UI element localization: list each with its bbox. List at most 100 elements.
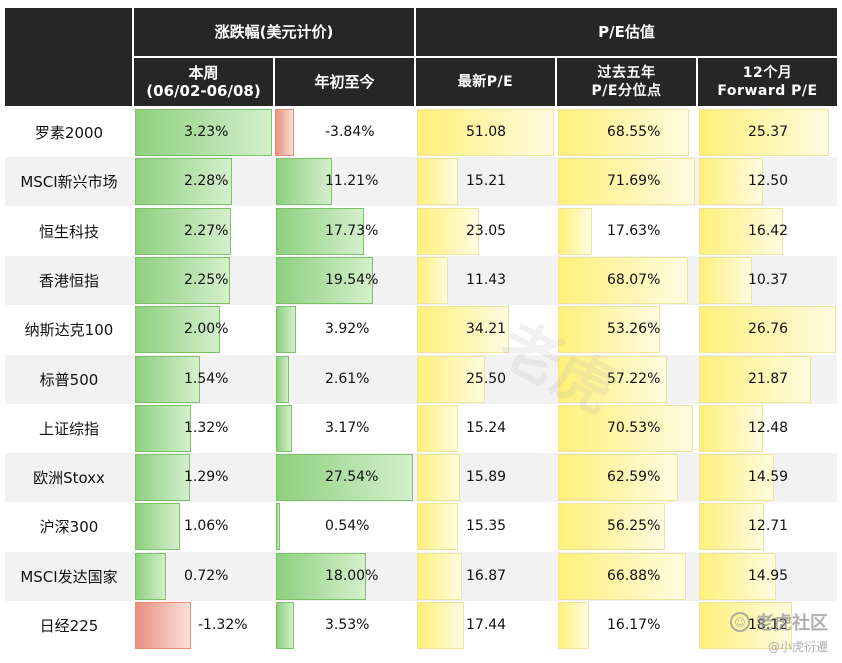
ytd-value: 18.00% bbox=[325, 567, 379, 584]
ytd-value: 2.61% bbox=[325, 370, 370, 387]
pct-cell: 56.25% bbox=[557, 502, 696, 551]
pe-cell: 34.21 bbox=[416, 305, 555, 354]
fwd-bar bbox=[699, 256, 752, 304]
ytd-cell: 11.21% bbox=[275, 157, 414, 206]
week-value: 1.32% bbox=[184, 419, 229, 436]
week-cell: -1.32% bbox=[134, 601, 273, 650]
pe-bar bbox=[417, 207, 479, 255]
pe-bar bbox=[417, 552, 462, 600]
ytd-bar bbox=[275, 109, 294, 156]
ytd-cell: 3.17% bbox=[275, 404, 414, 453]
week-value: 2.28% bbox=[184, 173, 229, 190]
pct-value: 53.26% bbox=[607, 321, 661, 338]
fwd-cell: 12.48 bbox=[698, 404, 837, 453]
index-name: 香港恒指 bbox=[38, 271, 99, 290]
fwd-cell: 21.87 bbox=[698, 355, 837, 404]
week-cell: 2.25% bbox=[134, 256, 273, 305]
pe-bar bbox=[417, 602, 464, 649]
pct-cell: 17.63% bbox=[557, 207, 696, 256]
pct-value: 16.17% bbox=[607, 617, 661, 633]
fwd-bar bbox=[699, 602, 792, 649]
table-row: 恒生科技 2.27% 17.73% 23.05 17.63% 16.42 bbox=[5, 207, 837, 256]
ytd-bar bbox=[276, 355, 289, 403]
ytd-bar bbox=[276, 306, 296, 354]
pe-bar bbox=[417, 404, 458, 452]
ytd-value: 27.54% bbox=[325, 469, 379, 486]
week-cell: 1.54% bbox=[134, 355, 273, 404]
pct-cell: 57.22% bbox=[557, 355, 696, 404]
fwd-bar bbox=[699, 158, 763, 206]
ytd-value: -3.84% bbox=[325, 124, 375, 140]
week-value: 0.72% bbox=[184, 567, 229, 584]
pct-bar bbox=[558, 454, 678, 502]
ytd-value: 3.17% bbox=[325, 419, 370, 436]
brand-watermark: ☺ 老虎社区 bbox=[730, 609, 828, 635]
pe-bar bbox=[417, 355, 485, 403]
header-latest-pe: 最新P/E bbox=[416, 58, 555, 106]
pe-value: 15.24 bbox=[466, 419, 507, 436]
header-week: 本周 (06/02-06/08) bbox=[134, 58, 273, 106]
pct-cell: 70.53% bbox=[557, 404, 696, 453]
fwd-cell: 12.50 bbox=[698, 157, 837, 206]
table-row: 标普500 1.54% 2.61% 25.50 57.22% 21.87 bbox=[5, 354, 837, 404]
fwd-value: 26.76 bbox=[748, 321, 789, 338]
fwd-bar bbox=[699, 552, 776, 600]
fwd-cell: 10.37 bbox=[698, 256, 837, 305]
week-value: 2.25% bbox=[184, 271, 229, 288]
pe-value: 23.05 bbox=[466, 222, 507, 239]
fwd-cell: 26.76 bbox=[698, 305, 837, 354]
pe-value: 15.21 bbox=[466, 173, 507, 190]
fwd-bar bbox=[699, 404, 763, 452]
brand-handle: @小虎衍遷 bbox=[767, 640, 828, 654]
pct-value: 71.69% bbox=[607, 173, 661, 190]
pct-bar bbox=[558, 602, 589, 649]
header-pe-percentile: 过去五年 P/E分位点 bbox=[557, 58, 696, 106]
pct-bar bbox=[558, 158, 695, 206]
header-forward-pe: 12个月 Forward P/E bbox=[698, 58, 837, 106]
fwd-cell: 18.12 bbox=[698, 601, 837, 650]
table-row: MSCI新兴市场 2.28% 11.21% 15.21 71.69% 12.50 bbox=[5, 157, 837, 207]
week-cell: 2.27% bbox=[134, 207, 273, 256]
pe-value: 15.89 bbox=[466, 469, 507, 486]
week-bar bbox=[135, 602, 191, 649]
ytd-cell: 18.00% bbox=[275, 552, 414, 601]
week-bar bbox=[135, 503, 180, 551]
week-bar bbox=[135, 256, 230, 304]
week-bar bbox=[135, 454, 190, 502]
pe-value: 17.44 bbox=[466, 617, 507, 633]
ytd-value: 3.92% bbox=[325, 321, 370, 338]
ytd-cell: 17.73% bbox=[275, 207, 414, 256]
pe-cell: 15.35 bbox=[416, 502, 555, 551]
fwd-cell: 12.71 bbox=[698, 502, 837, 551]
pe-cell: 15.24 bbox=[416, 404, 555, 453]
ytd-cell: 27.54% bbox=[275, 453, 414, 502]
ytd-cell: 19.54% bbox=[275, 256, 414, 305]
week-bar bbox=[135, 109, 272, 156]
fwd-bar bbox=[699, 503, 764, 551]
pe-bar bbox=[417, 158, 458, 206]
week-bar bbox=[135, 158, 232, 206]
ytd-value: 11.21% bbox=[325, 173, 379, 190]
table-row: 上证综指 1.32% 3.17% 15.24 70.53% 12.48 bbox=[5, 404, 837, 453]
pct-cell: 16.17% bbox=[557, 601, 696, 650]
index-name: 上证综指 bbox=[38, 419, 99, 438]
pct-bar bbox=[558, 207, 592, 255]
pct-value: 66.88% bbox=[607, 567, 661, 584]
fwd-value: 12.50 bbox=[748, 173, 789, 190]
week-bar bbox=[135, 355, 200, 403]
week-value: 2.00% bbox=[184, 321, 229, 338]
week-cell: 3.23% bbox=[134, 108, 273, 157]
week-cell: 2.28% bbox=[134, 157, 273, 206]
pct-cell: 68.55% bbox=[557, 108, 696, 157]
ytd-bar bbox=[276, 454, 413, 502]
pct-cell: 53.26% bbox=[557, 305, 696, 354]
index-name: 纳斯达克100 bbox=[24, 321, 114, 340]
fwd-bar bbox=[699, 306, 836, 354]
table-row: 纳斯达克100 2.00% 3.92% 34.21 53.26% 26.76 bbox=[5, 305, 837, 354]
pe-bar bbox=[417, 503, 458, 551]
week-bar bbox=[135, 552, 166, 600]
pct-value: 56.25% bbox=[607, 518, 661, 535]
week-cell: 2.00% bbox=[134, 305, 273, 354]
pct-bar bbox=[558, 552, 686, 600]
week-bar bbox=[135, 306, 220, 354]
